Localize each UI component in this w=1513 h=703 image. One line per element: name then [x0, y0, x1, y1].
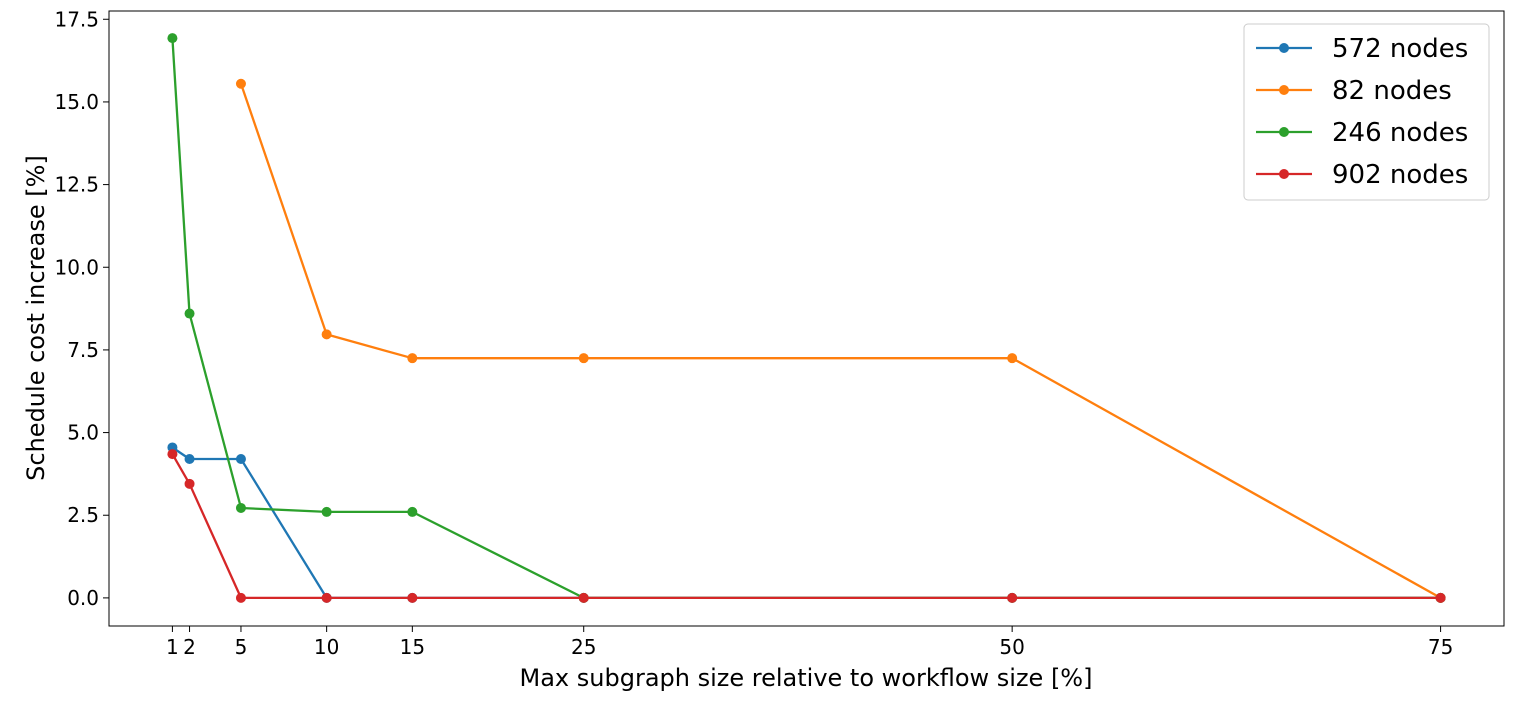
series-0: [167, 442, 1446, 603]
x-tick-label: 2: [183, 635, 196, 659]
data-point: [321, 506, 332, 517]
data-point: [235, 454, 246, 465]
data-point: [578, 592, 589, 603]
data-point: [578, 353, 589, 364]
legend-swatch-marker: [1279, 169, 1289, 179]
x-tick-label: 1: [166, 635, 179, 659]
series-3: [167, 449, 1446, 603]
x-tick-label: 5: [235, 635, 248, 659]
legend-box: [1243, 23, 1490, 201]
x-axis-label: Max subgraph size relative to workflow s…: [520, 664, 1093, 692]
x-tick-label: 10: [314, 635, 339, 659]
plot-frame: [108, 10, 1505, 627]
data-point: [235, 78, 246, 89]
data-point: [235, 592, 246, 603]
data-point: [1007, 353, 1018, 364]
data-point: [235, 502, 246, 513]
data-point: [1435, 592, 1446, 603]
data-point: [321, 329, 332, 340]
legend-label: 246 nodes: [1332, 118, 1468, 148]
data-point: [321, 592, 332, 603]
y-tick-label: 12.5: [54, 173, 99, 197]
data-point: [184, 478, 195, 489]
series-line: [171, 446, 1441, 600]
y-tick-label: 10.0: [54, 255, 99, 279]
legend-label: 82 nodes: [1332, 76, 1452, 106]
data-point: [407, 353, 418, 364]
data-point: [184, 454, 195, 465]
legend-swatch-marker: [1279, 85, 1289, 95]
y-tick-label: 17.5: [54, 7, 99, 31]
y-tick-label: 5.0: [67, 421, 99, 445]
legend-label: 902 nodes: [1332, 160, 1468, 190]
legend: 572 nodes 82 nodes 246 nodes 902 nodes: [1243, 23, 1490, 201]
legend-label: 572 nodes: [1332, 34, 1468, 64]
legend-swatch-marker: [1279, 127, 1289, 137]
x-tick-label: 75: [1428, 635, 1453, 659]
y-axis-label: Schedule cost increase [%]: [22, 155, 50, 481]
data-point: [184, 308, 195, 319]
plot-lines: [167, 33, 1446, 603]
y-tick-label: 2.5: [67, 503, 99, 527]
x-tick-label: 50: [999, 635, 1024, 659]
series-line: [171, 453, 1441, 600]
x-axis: 1 2 5 10 15 25 50 75: [166, 626, 1453, 659]
data-point: [407, 592, 418, 603]
y-tick-label: 15.0: [54, 90, 99, 114]
data-point: [407, 506, 418, 517]
y-tick-label: 7.5: [67, 338, 99, 362]
data-point: [1007, 592, 1018, 603]
data-point: [167, 33, 178, 44]
x-tick-label: 25: [571, 635, 596, 659]
x-tick-label: 15: [400, 635, 425, 659]
y-axis: 0.0 2.5 5.0 7.5 10.0 12.5 15.0 17.5: [54, 7, 109, 610]
legend-swatch-marker: [1279, 43, 1289, 53]
series-line: [239, 83, 1442, 599]
y-tick-label: 0.0: [67, 586, 99, 610]
data-point: [167, 449, 178, 460]
